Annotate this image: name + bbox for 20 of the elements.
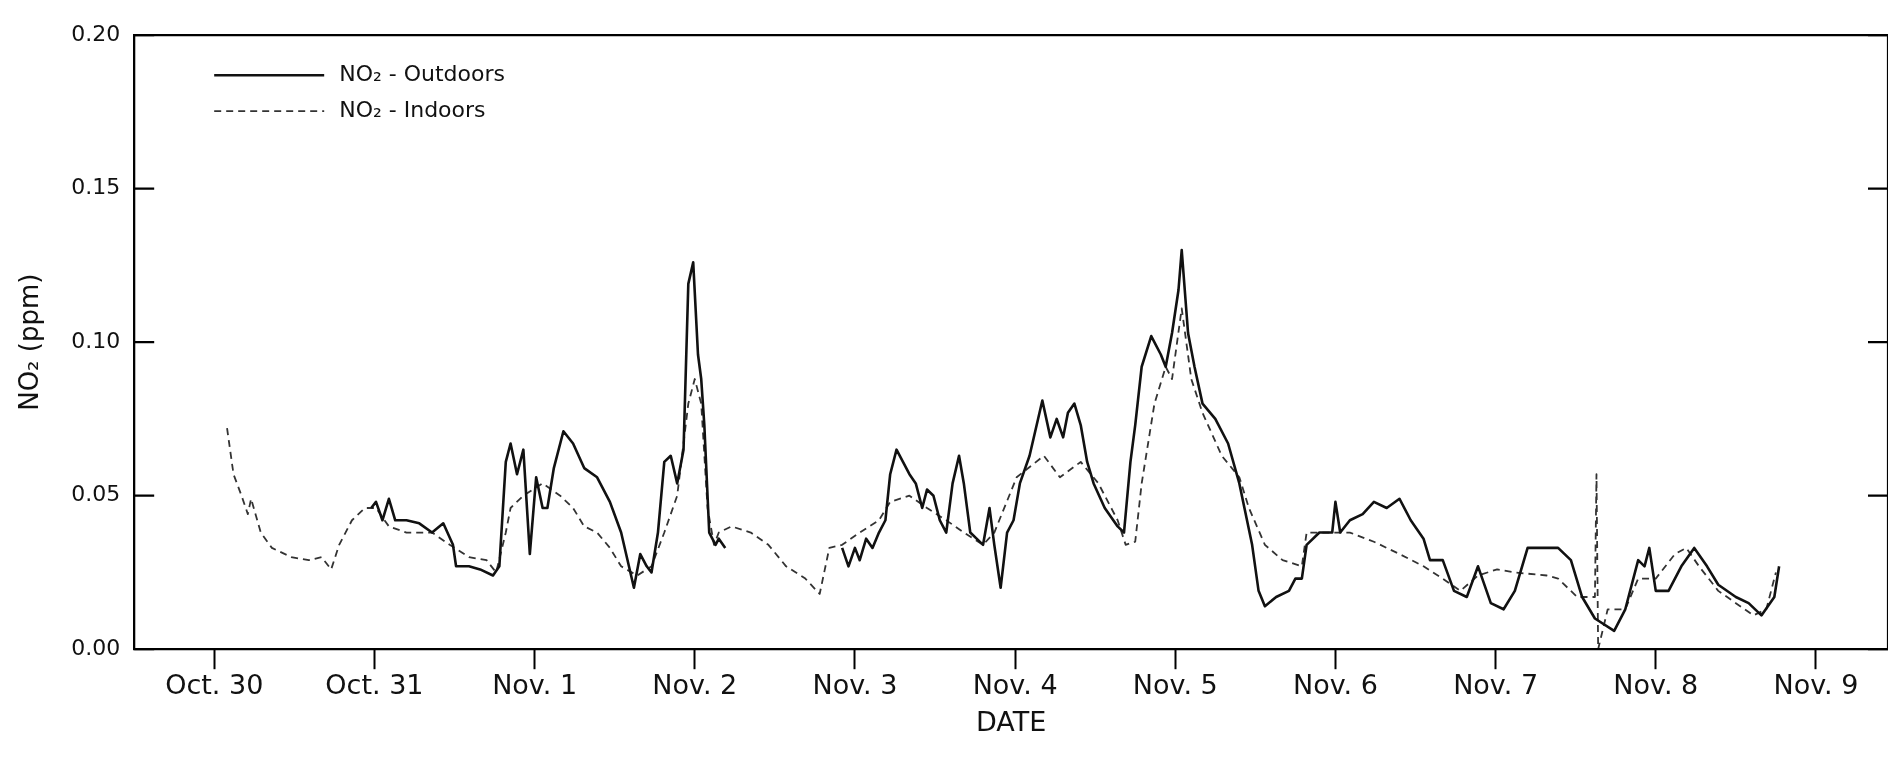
legend-label: NO₂ - Outdoors [339, 60, 505, 86]
legend-label: NO₂ - Indoors [339, 96, 486, 122]
x-tick-label: Nov. 7 [1453, 669, 1539, 701]
x-tick-label: Nov. 8 [1613, 669, 1699, 701]
x-tick-label: Oct. 31 [325, 669, 424, 701]
x-axis-title: DATE [975, 705, 1047, 737]
y-tick-label: 0.10 [71, 327, 121, 353]
y-tick-label: 0.20 [71, 20, 121, 46]
x-tick-label: Nov. 9 [1773, 669, 1859, 701]
x-tick-label: Nov. 2 [652, 669, 738, 701]
x-tick-label: Nov. 3 [812, 669, 898, 701]
x-tick-label: Oct. 30 [165, 669, 264, 701]
x-tick-label: Nov. 5 [1132, 669, 1218, 701]
x-tick-label: Nov. 1 [492, 669, 578, 701]
x-tick-label: Nov. 6 [1292, 669, 1378, 701]
y-tick-label: 0.00 [71, 634, 121, 660]
y-tick-label: 0.15 [71, 174, 121, 200]
y-axis-title: NO₂ (ppm) [14, 273, 45, 411]
y-tick-label: 0.05 [71, 481, 121, 507]
x-tick-label: Nov. 4 [972, 669, 1058, 701]
